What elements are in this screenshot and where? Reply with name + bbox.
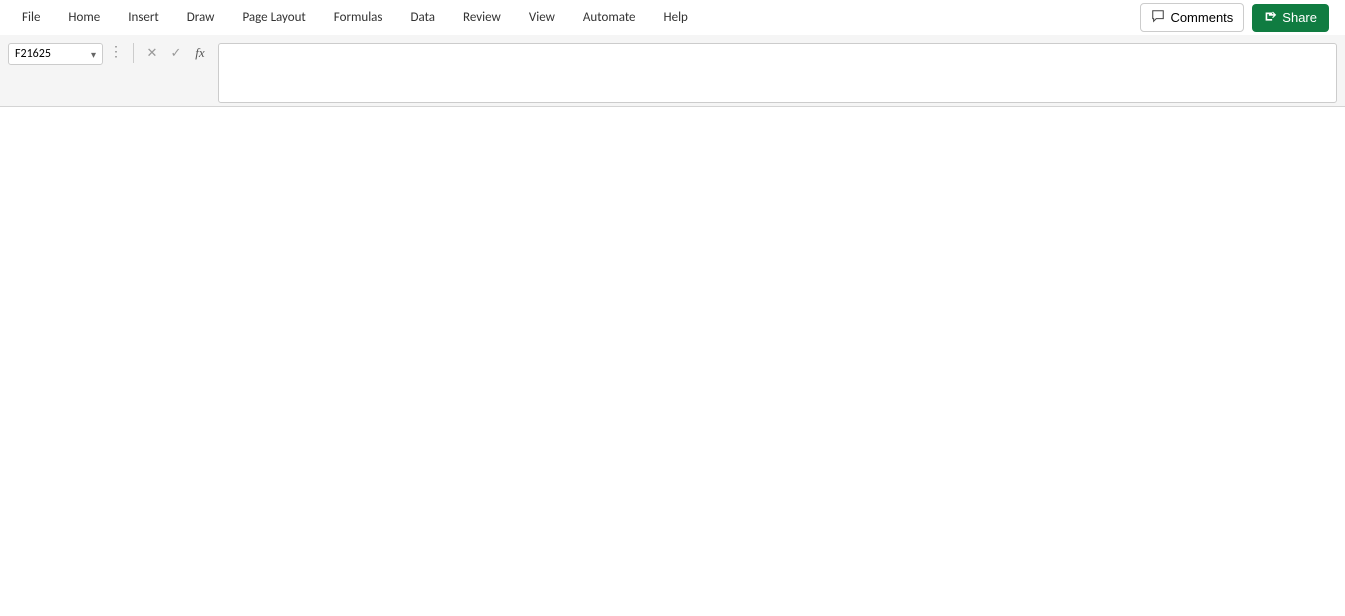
ribbon-tabs-right: Comments Share xyxy=(1140,3,1337,32)
cancel-formula-button[interactable]: ✕ xyxy=(142,43,162,63)
name-box-value: F21625 xyxy=(15,47,51,61)
share-icon xyxy=(1264,10,1277,26)
tab-draw[interactable]: Draw xyxy=(173,2,229,33)
tab-insert[interactable]: Insert xyxy=(114,2,173,33)
tab-page-layout[interactable]: Page Layout xyxy=(228,2,319,33)
formula-input[interactable] xyxy=(218,43,1337,103)
comments-button[interactable]: Comments xyxy=(1140,3,1244,32)
share-button[interactable]: Share xyxy=(1252,4,1329,32)
comment-icon xyxy=(1151,9,1165,26)
share-label: Share xyxy=(1282,10,1317,25)
comments-label: Comments xyxy=(1170,10,1233,25)
ribbon-tabs-left: FileHomeInsertDrawPage LayoutFormulasDat… xyxy=(8,2,702,33)
tab-file[interactable]: File xyxy=(8,2,54,33)
ribbon-tabs: FileHomeInsertDrawPage LayoutFormulasDat… xyxy=(0,0,1345,35)
fx-icon[interactable]: fx xyxy=(190,43,210,63)
tab-data[interactable]: Data xyxy=(397,2,450,33)
separator xyxy=(133,43,134,63)
formula-bar: F21625 ▾ ⋮ ✕ ✓ fx xyxy=(0,35,1345,107)
tab-review[interactable]: Review xyxy=(449,2,515,33)
fb-menu-dots[interactable]: ⋮ xyxy=(107,43,125,60)
tab-formulas[interactable]: Formulas xyxy=(320,2,397,33)
chevron-down-icon: ▾ xyxy=(91,48,96,61)
tab-help[interactable]: Help xyxy=(650,2,702,33)
tab-view[interactable]: View xyxy=(515,2,569,33)
name-box[interactable]: F21625 ▾ xyxy=(8,43,103,65)
tab-automate[interactable]: Automate xyxy=(569,2,650,33)
tab-home[interactable]: Home xyxy=(54,2,114,33)
accept-formula-button[interactable]: ✓ xyxy=(166,43,186,63)
